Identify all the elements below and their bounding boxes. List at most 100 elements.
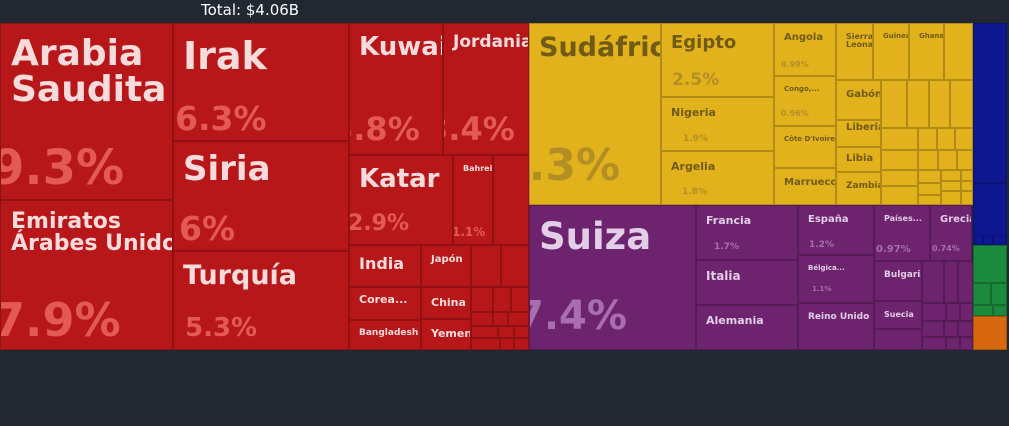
small-tile[interactable]: [918, 183, 941, 195]
tile-congo[interactable]: Congo,... 0.96%: [774, 76, 836, 126]
small-tile[interactable]: [471, 245, 501, 287]
small-tile[interactable]: [957, 150, 973, 170]
tile-guinea[interactable]: Guinea: [873, 23, 909, 80]
small-tile[interactable]: [973, 316, 1007, 350]
small-tile[interactable]: [881, 170, 918, 186]
small-tile[interactable]: [918, 150, 938, 170]
tile-liberia[interactable]: Liberia: [836, 120, 881, 147]
small-tile[interactable]: [874, 329, 922, 350]
tile-bangladesh[interactable]: Bangladesh: [349, 320, 421, 350]
small-tile[interactable]: [993, 235, 1007, 245]
tile-suiza[interactable]: Suiza 7.4%: [529, 205, 696, 350]
small-tile[interactable]: [958, 321, 973, 337]
tile-jordania[interactable]: Jordania 3.4%: [443, 23, 529, 155]
small-tile[interactable]: [929, 80, 950, 128]
small-tile[interactable]: [950, 80, 973, 128]
small-tile[interactable]: [983, 235, 993, 245]
small-tile[interactable]: [918, 195, 941, 205]
small-tile[interactable]: [941, 170, 961, 181]
small-tile[interactable]: [941, 181, 961, 191]
small-tile[interactable]: [471, 287, 493, 312]
small-tile[interactable]: [973, 23, 1007, 183]
tile-katar[interactable]: Katar 2.9%: [349, 155, 453, 245]
tile-kuwait[interactable]: Kuwait 3.8%: [349, 23, 443, 155]
small-tile[interactable]: [946, 303, 960, 321]
tile-angola[interactable]: Angola 0.99%: [774, 23, 836, 76]
small-tile[interactable]: [514, 326, 529, 338]
small-tile[interactable]: [938, 150, 957, 170]
tile-india[interactable]: India: [349, 245, 421, 287]
small-tile[interactable]: [991, 283, 1007, 305]
tile-japon[interactable]: Japón: [421, 245, 471, 287]
small-tile[interactable]: [958, 261, 973, 303]
small-tile[interactable]: [881, 80, 907, 128]
small-tile[interactable]: [918, 170, 941, 183]
tile-libia[interactable]: Libia: [836, 147, 881, 172]
tile-sierra-leona[interactable]: Sierra Leona: [836, 23, 873, 80]
small-tile[interactable]: [471, 338, 500, 350]
tile-bulgaria[interactable]: Bulgaria: [874, 261, 922, 301]
small-tile[interactable]: [960, 337, 973, 350]
tile-grecia[interactable]: Grecia 0.74%: [930, 205, 972, 261]
small-tile[interactable]: [471, 326, 498, 338]
small-tile[interactable]: [961, 181, 973, 191]
small-tile[interactable]: [955, 128, 973, 150]
small-tile[interactable]: [493, 287, 511, 312]
tile-yemen[interactable]: Yemen: [421, 319, 471, 350]
small-tile[interactable]: [944, 261, 958, 303]
small-tile[interactable]: [881, 186, 918, 205]
small-tile[interactable]: [975, 235, 983, 245]
small-tile[interactable]: [973, 283, 991, 305]
small-tile[interactable]: [498, 326, 514, 338]
small-tile[interactable]: [944, 23, 973, 80]
small-tile[interactable]: [941, 191, 961, 205]
tile-turquia[interactable]: Turquía 5.3%: [173, 251, 349, 350]
small-tile[interactable]: [501, 245, 529, 287]
small-tile[interactable]: [881, 128, 918, 150]
small-tile[interactable]: [881, 150, 918, 170]
small-tile[interactable]: [973, 183, 1007, 245]
small-tile[interactable]: [944, 321, 958, 337]
tile-gabon[interactable]: Gabón: [836, 80, 881, 120]
tile-cote-d-ivoire[interactable]: Côte D'Ivoire: [774, 126, 836, 168]
small-tile[interactable]: [922, 261, 944, 303]
tile-italia[interactable]: Italia: [696, 260, 798, 305]
tile-espana[interactable]: España 1.2%: [798, 205, 874, 255]
tile-belgica[interactable]: Bélgica... 1.1%: [798, 255, 874, 303]
tile-zambia[interactable]: Zambia: [836, 172, 881, 205]
tile-egipto[interactable]: Egipto 2.5%: [661, 23, 774, 97]
tile-marruecos[interactable]: Marruecos: [774, 168, 836, 205]
tile-reino-unido[interactable]: Reino Unido: [798, 303, 874, 350]
small-tile[interactable]: [922, 303, 946, 321]
small-tile[interactable]: [511, 287, 529, 312]
tile-emiratos-arabes-unidos[interactable]: Emiratos Árabes Unidos 7.9%: [0, 200, 173, 350]
tile-paises[interactable]: Países... 0.97%: [874, 205, 930, 261]
tile-francia[interactable]: Francia 1.7%: [696, 205, 798, 260]
small-tile[interactable]: [993, 305, 1007, 316]
small-tile[interactable]: [508, 312, 529, 326]
tile-alemania[interactable]: Alemania: [696, 305, 798, 350]
small-tile[interactable]: [961, 191, 973, 205]
small-tile[interactable]: [973, 245, 1007, 283]
small-tile[interactable]: [946, 337, 960, 350]
small-tile[interactable]: [960, 303, 973, 321]
tile-corea[interactable]: Corea...: [349, 287, 421, 320]
small-tile[interactable]: [493, 155, 529, 245]
tile-arabia-saudita[interactable]: Arabia Saudita 9.3%: [0, 23, 173, 200]
small-tile[interactable]: [961, 170, 973, 181]
small-tile[interactable]: [500, 338, 514, 350]
tile-argelia[interactable]: Argelia 1.8%: [661, 151, 774, 205]
tile-siria[interactable]: Siria 6%: [173, 141, 349, 251]
small-tile[interactable]: [922, 321, 944, 337]
small-tile[interactable]: [493, 312, 508, 326]
small-tile[interactable]: [918, 128, 937, 150]
small-tile[interactable]: [514, 338, 529, 350]
tile-sudafrica[interactable]: Sudáfrica 7.3%: [529, 23, 661, 205]
small-tile[interactable]: [973, 305, 993, 316]
tile-china[interactable]: China: [421, 287, 471, 319]
small-tile[interactable]: [471, 312, 493, 326]
tile-nigeria[interactable]: Nigeria 1.9%: [661, 97, 774, 151]
tile-irak[interactable]: Irak 6.3%: [173, 23, 349, 141]
tile-ghana[interactable]: Ghana: [909, 23, 944, 80]
small-tile[interactable]: [937, 128, 955, 150]
